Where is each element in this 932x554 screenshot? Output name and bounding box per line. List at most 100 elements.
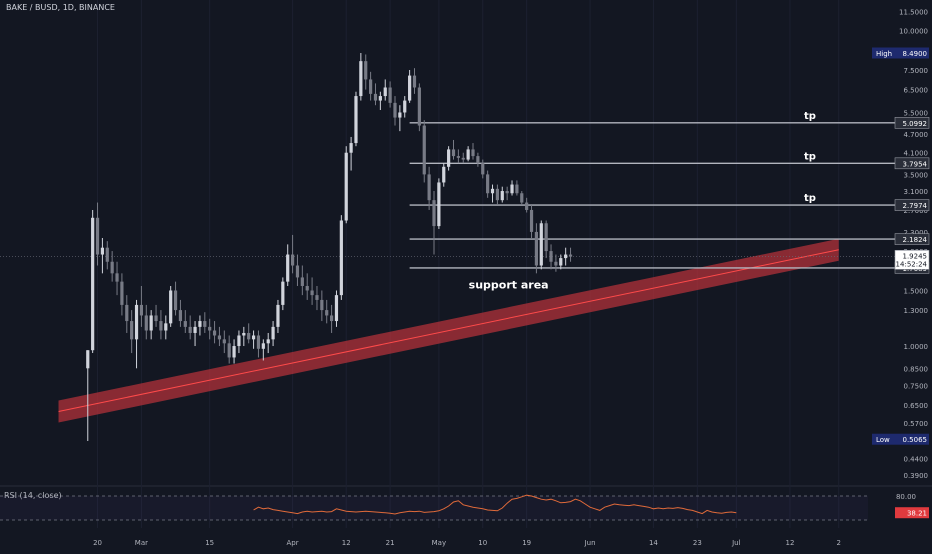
candle-body	[276, 304, 280, 327]
time-tick-label: 2	[837, 539, 841, 547]
rsi-indicator-label[interactable]: RSI (14, close)	[4, 491, 62, 500]
candle-body	[334, 295, 339, 322]
current-price-countdown: 14:52:24	[896, 260, 928, 268]
price-tick-label: 5.5000	[904, 109, 929, 117]
candle-body	[495, 188, 499, 201]
candle-body	[510, 184, 514, 194]
high-value: 8.4900	[903, 50, 928, 58]
candle-body	[378, 96, 382, 101]
candle-body	[100, 247, 105, 255]
candle-body	[476, 156, 480, 164]
level-price-label: 2.1824	[903, 236, 928, 244]
candle-body	[290, 254, 295, 266]
candle-body	[559, 258, 563, 266]
candle-body	[329, 315, 334, 322]
time-tick-label: May	[432, 539, 446, 547]
time-tick-label: 12	[786, 539, 795, 547]
candle-body	[251, 335, 256, 340]
candle-body	[208, 326, 212, 331]
price-tick-label: 0.4400	[904, 456, 929, 464]
price-tick-label: 1.3000	[904, 307, 929, 315]
time-tick-label: 19	[522, 539, 531, 547]
candle-body	[305, 285, 309, 291]
price-tick-label: 7.5000	[904, 67, 929, 75]
candle-body	[388, 87, 392, 103]
candle-body	[344, 152, 348, 221]
candle-body	[139, 304, 144, 316]
rsi-line	[253, 494, 737, 515]
candle-body	[217, 335, 222, 340]
candle-body	[408, 75, 412, 101]
candle-body	[554, 261, 558, 266]
candle-body	[169, 290, 173, 324]
time-tick-label: Jul	[731, 539, 741, 547]
candle-body	[295, 265, 300, 278]
candle-body	[398, 112, 402, 118]
price-axis-panel	[868, 0, 932, 550]
candle-body	[529, 209, 534, 232]
level-price-box	[894, 199, 930, 211]
low-label: Low	[876, 436, 890, 444]
support-band-layer: support area	[58, 238, 839, 423]
candle-body	[490, 188, 495, 194]
candle-body	[193, 326, 197, 333]
current-price-box	[894, 250, 930, 270]
candle-body	[125, 304, 129, 322]
candle-body	[471, 149, 475, 157]
low-label-box	[872, 433, 929, 445]
support-area-centerline	[58, 249, 839, 413]
candle-body	[159, 321, 163, 331]
candle-body	[432, 200, 436, 227]
candle-body	[515, 184, 519, 194]
candle-body	[403, 100, 407, 113]
candle-body	[130, 321, 134, 340]
price-tick-label: 1.0000	[904, 343, 929, 351]
candle-body	[417, 87, 421, 126]
candle-body	[505, 191, 509, 194]
high-label: High	[876, 50, 892, 58]
time-tick-label: 21	[386, 539, 395, 547]
candle-body	[203, 321, 207, 327]
candle-body	[134, 304, 139, 340]
price-axis-layer[interactable]: 11.5000 10.0000 7.5000 6.5000 5.5000 4.7000 4.…	[899, 8, 928, 480]
rsi-current-value: 38.21	[907, 510, 927, 518]
candle-body	[564, 254, 568, 259]
candle-body	[105, 247, 109, 262]
candle-body	[310, 290, 314, 296]
candle-body	[412, 75, 417, 88]
level-price-label: 2.7974	[903, 202, 928, 210]
candle-body	[212, 330, 217, 336]
candle-body	[383, 87, 387, 97]
chart-title: BAKE / BUSD, 1D, BINANCE	[6, 3, 115, 12]
candle-body	[500, 191, 504, 201]
candle-body	[422, 125, 426, 175]
candle-body	[144, 315, 148, 331]
level-lines-layer: tp tp tp	[0, 111, 895, 269]
rsi-layer: 80.00 38.21	[0, 493, 929, 521]
candle-body	[178, 310, 183, 322]
time-tick-label: 20	[93, 539, 102, 547]
time-tick-label: Mar	[135, 539, 148, 547]
candle-body	[451, 149, 456, 157]
candle-body	[456, 156, 460, 158]
price-tick-label: 1.5000	[904, 287, 929, 295]
candle-body	[437, 182, 441, 227]
candle-body	[237, 335, 241, 347]
candle-body	[520, 193, 524, 203]
candle-body	[149, 315, 153, 331]
candle-body	[549, 251, 553, 262]
candle-body	[198, 321, 202, 327]
candle-body	[544, 223, 548, 252]
candle-body	[232, 346, 236, 358]
candle-body	[247, 332, 251, 340]
candle-body	[486, 174, 490, 194]
candle-body	[534, 231, 539, 266]
candle-body	[266, 339, 270, 344]
price-tick-label: 3.1000	[904, 188, 929, 196]
time-axis-layer[interactable]: 20 Mar 15 Apr 12 21 May 10 19 Jun 14 23 Jul 12 2	[93, 539, 841, 547]
candle-body	[525, 202, 529, 210]
candle-body	[86, 350, 90, 369]
price-tick-label: 10.0000	[899, 28, 928, 36]
